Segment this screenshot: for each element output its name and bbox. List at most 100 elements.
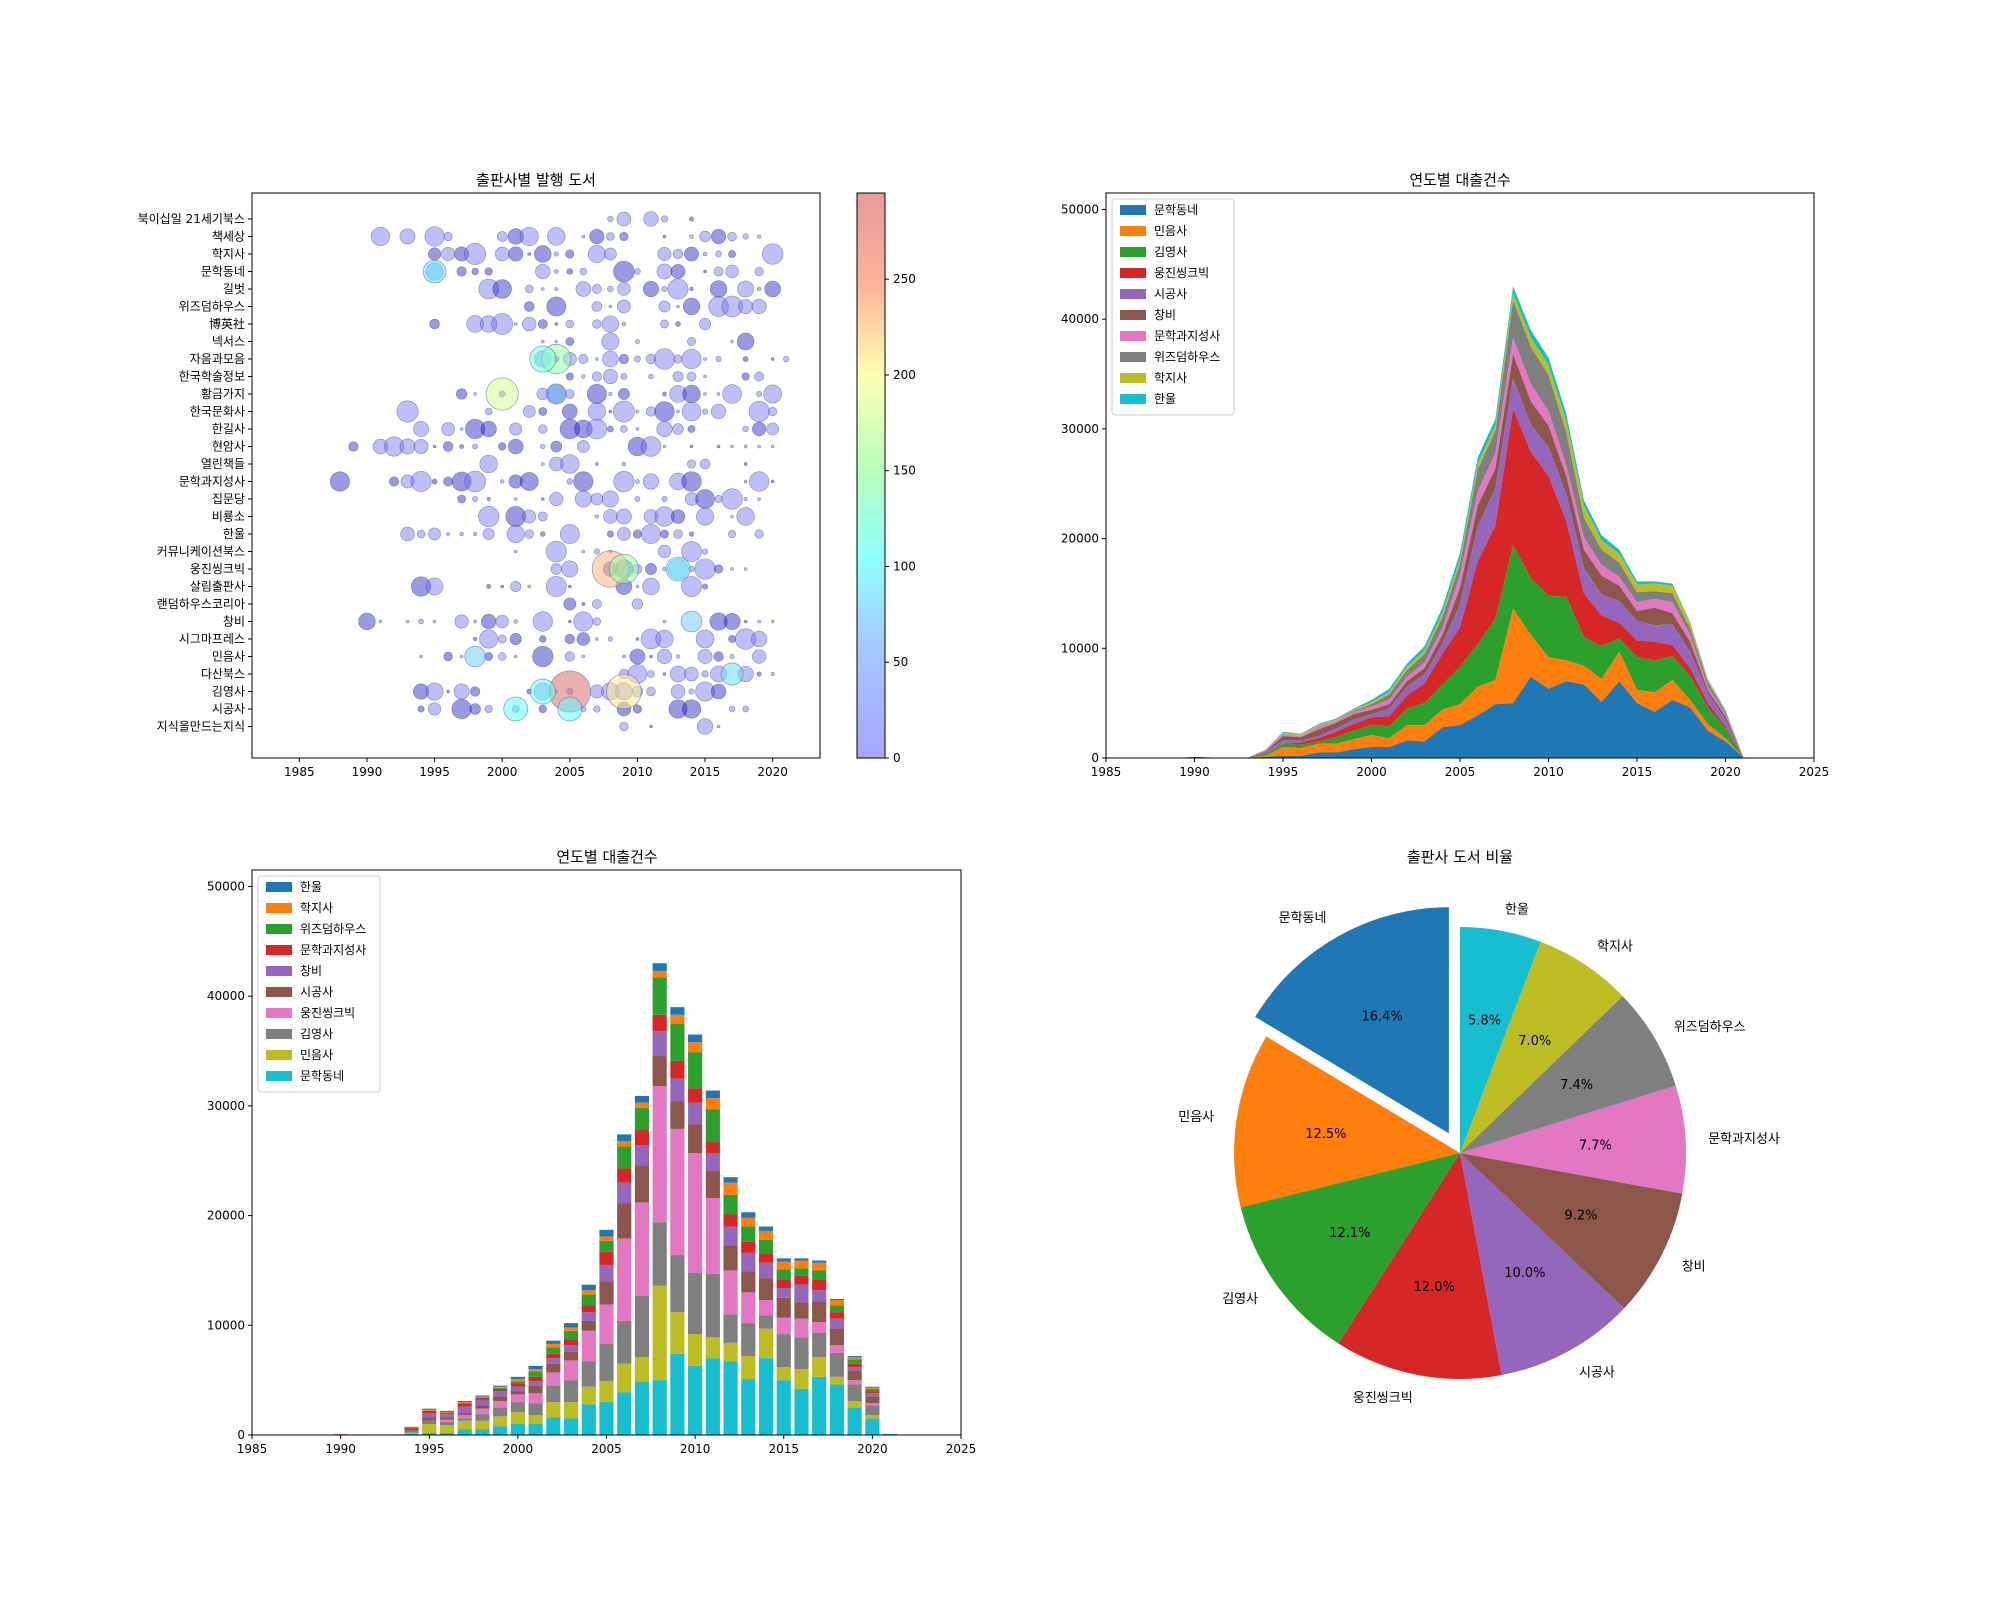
scatter-point [573, 611, 594, 632]
scatter-point [550, 563, 563, 575]
scatter-point [432, 444, 437, 449]
scatter-point [453, 683, 470, 700]
scatter-point [728, 635, 737, 643]
bar-segment [475, 1429, 490, 1435]
bar-segment [776, 1279, 791, 1288]
bar-segment [741, 1226, 756, 1242]
scatter-point [689, 286, 694, 292]
scatter-y-tick-label: 길벗 [223, 282, 245, 296]
scatter-point [667, 278, 689, 300]
bar-segment [404, 1426, 419, 1428]
scatter-point [524, 529, 534, 539]
scatter-point [689, 444, 694, 449]
scatter-point [689, 234, 694, 239]
scatter-point [714, 495, 723, 503]
scatter-point [563, 597, 577, 611]
scatter-point [441, 247, 456, 261]
area-x-tick-label: 2025 [1799, 765, 1830, 779]
bar-segment [794, 1260, 809, 1269]
scatter-point [770, 671, 775, 677]
scatter-point [641, 524, 661, 544]
scatter-point [497, 652, 507, 661]
bar-segment [847, 1359, 862, 1364]
scatter-point [578, 353, 589, 365]
scatter-point [749, 471, 770, 492]
bar-segment [794, 1275, 809, 1285]
scatter-point [592, 617, 602, 626]
pie-percent: 9.2% [1564, 1208, 1597, 1223]
bar-segment [422, 1413, 437, 1418]
scatter-point [498, 442, 507, 451]
bar-segment [404, 1427, 419, 1429]
scatter-x-tick-label: 2005 [555, 765, 586, 779]
pie-slice [1460, 941, 1623, 1153]
scatter-point [418, 618, 424, 625]
bar-segment [758, 1253, 774, 1263]
scatter-point [508, 474, 523, 489]
area-legend-label: 학지사 [1154, 371, 1187, 385]
scatter-point [743, 567, 748, 571]
scatter-point [472, 496, 479, 502]
bar-segment [776, 1366, 791, 1381]
scatter-point [730, 444, 734, 449]
bar-segment [510, 1394, 525, 1403]
scatter-point [564, 633, 575, 645]
bar-segment [758, 1262, 774, 1279]
scatter-point [540, 531, 546, 537]
scatter-point [621, 321, 627, 327]
scatter-y-tick-label: 학지사 [212, 247, 245, 261]
bar-segment [439, 1425, 455, 1433]
scatter-point [519, 472, 539, 491]
scatter-y-tick-label: 집문당 [212, 492, 245, 506]
scatter-point [513, 549, 518, 554]
pie-percent: 12.5% [1305, 1127, 1346, 1142]
area-y-tick-label: 40000 [1061, 312, 1099, 326]
scatter-point [612, 400, 635, 423]
scatter-y-tick-label: 넥서스 [212, 335, 245, 349]
scatter-point [672, 248, 684, 260]
area-y-tick-label: 30000 [1061, 422, 1099, 436]
bar-segment [670, 1128, 685, 1256]
bar-segment [705, 1142, 720, 1154]
scatter-point [743, 496, 748, 502]
scatter-point [754, 266, 764, 277]
pie-percent: 7.4% [1560, 1078, 1593, 1093]
bar-title: 연도별 대출건수 [556, 848, 657, 866]
scatter-point [684, 492, 699, 506]
scatter-point [702, 548, 709, 555]
bar-segment [457, 1402, 472, 1404]
area-legend-label: 위즈덤하우스 [1154, 350, 1220, 364]
scatter-point [681, 699, 702, 719]
scatter-point [756, 671, 762, 677]
area-x-tick-label: 2000 [1356, 765, 1387, 779]
bar-segment [634, 1357, 650, 1382]
bar-segment [652, 1086, 667, 1223]
scatter-point [534, 245, 552, 263]
scatter-point [581, 602, 586, 606]
scatter-point [441, 422, 455, 436]
area-x-tick-label: 1990 [1179, 765, 1210, 779]
scatter-point [413, 421, 429, 437]
scatter-point [464, 243, 487, 265]
scatter-point [618, 353, 629, 365]
bar-segment [705, 1098, 720, 1110]
bar-segment [475, 1414, 490, 1421]
scatter-point [619, 721, 629, 732]
scatter-point [456, 266, 467, 277]
scatter-point [429, 318, 440, 330]
bar-legend-label: 창비 [300, 964, 322, 978]
bar-segment [847, 1384, 862, 1401]
scatter-point [634, 355, 641, 363]
scatter-point [425, 682, 444, 701]
bar-segment [333, 1433, 348, 1435]
pie-slice [1460, 1153, 1625, 1376]
scatter-point [703, 269, 707, 274]
bar-segment [829, 1376, 845, 1385]
bar-segment [581, 1386, 596, 1405]
scatter-point [751, 298, 767, 315]
pie-panel: 출판사 도서 비율 문학동네 16.4% 민음사 12.5% 김영사 12.1% 웅진씽크빅… [1178, 848, 1780, 1406]
bar-segment [688, 1334, 703, 1366]
scatter-point [686, 371, 697, 382]
bar-segment [581, 1330, 596, 1362]
